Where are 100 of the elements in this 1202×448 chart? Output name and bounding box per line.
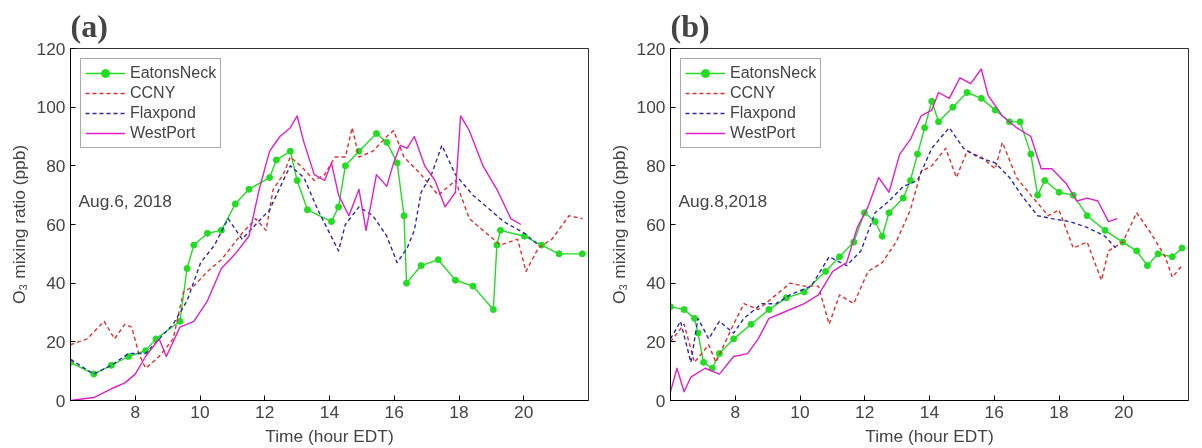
line-series (670, 68, 1118, 393)
point (991, 106, 999, 114)
y-tick-label: 100 (636, 97, 666, 118)
point (1154, 250, 1162, 258)
point (266, 174, 274, 182)
point (1133, 247, 1141, 255)
point (327, 218, 335, 226)
point (203, 229, 211, 237)
legend-label: WestPort (130, 124, 196, 142)
y-tick-label: 80 (46, 155, 66, 176)
legend-label: WestPort (730, 124, 796, 142)
point (949, 103, 957, 111)
point (489, 306, 497, 314)
point (183, 265, 191, 272)
x-tick-label: 12 (255, 401, 275, 422)
point (341, 162, 349, 170)
point (400, 212, 408, 220)
y-tick-label: 120 (636, 38, 666, 59)
point (303, 206, 311, 214)
y-tick-label: 20 (46, 331, 66, 352)
x-axis-title: Time (hour EDT) (865, 425, 994, 446)
point (1168, 253, 1176, 261)
point (1178, 244, 1186, 252)
point (1034, 191, 1042, 199)
y-tick-label: 120 (36, 38, 66, 59)
y-tick-label: 40 (46, 273, 66, 294)
point (383, 138, 391, 146)
annotation: Aug.8,2018 (678, 190, 768, 211)
x-tick-label: 20 (1114, 401, 1134, 422)
x-axis-title: Time (hour EDT) (265, 425, 394, 446)
point (700, 358, 708, 366)
point (765, 306, 773, 314)
chart-title: (a) (70, 7, 108, 44)
point (836, 253, 843, 261)
y-tick-label: 60 (46, 214, 66, 235)
y-axis-title: O₃ mixing ratio (ppb) (8, 144, 29, 305)
point (372, 130, 380, 138)
y-tick-label: 60 (646, 214, 666, 235)
legend-label: CCNY (730, 84, 776, 102)
point (555, 250, 563, 258)
legend-label: EatonsNeck (130, 64, 217, 82)
point (708, 364, 716, 372)
point (1143, 262, 1151, 270)
x-tick-label: 10 (190, 401, 210, 422)
point (335, 203, 343, 211)
point (190, 241, 198, 249)
y-tick-label: 100 (36, 97, 66, 118)
point (1101, 226, 1109, 234)
point (885, 209, 893, 217)
point (417, 262, 425, 270)
x-tick-label: 16 (984, 401, 1004, 422)
point (245, 185, 253, 193)
x-tick-label: 16 (384, 401, 404, 422)
x-tick-label: 8 (730, 401, 741, 422)
point (906, 177, 914, 184)
y-tick-label: 0 (655, 390, 666, 411)
point (730, 335, 738, 343)
y-tick-label: 0 (55, 390, 66, 411)
point (124, 353, 132, 360)
y-tick-label: 40 (646, 273, 666, 294)
point (434, 256, 442, 264)
point (921, 124, 929, 132)
point (451, 276, 459, 284)
legend-label: Flaxpond (130, 104, 196, 122)
point (231, 200, 239, 208)
y-tick-label: 80 (646, 155, 666, 176)
point (286, 147, 294, 155)
point (496, 226, 504, 234)
point (176, 317, 184, 325)
point (578, 250, 586, 258)
x-tick-label: 14 (319, 401, 340, 422)
x-tick-label: 12 (855, 401, 875, 422)
x-tick-label: 8 (130, 401, 141, 422)
legend-label: EatonsNeck (730, 64, 817, 82)
annotation: Aug.6, 2018 (78, 190, 172, 211)
point (393, 159, 401, 167)
point (800, 288, 808, 296)
point (293, 177, 301, 184)
point (878, 232, 886, 240)
point (690, 314, 698, 322)
point (1016, 118, 1024, 126)
chart-title: (b) (670, 7, 710, 44)
point (1041, 177, 1049, 184)
point (928, 97, 936, 105)
point (272, 156, 280, 164)
x-tick-label: 20 (514, 401, 534, 422)
point (963, 89, 971, 96)
point (977, 94, 985, 102)
x-tick-label: 10 (790, 401, 810, 422)
legend-label: Flaxpond (730, 104, 796, 122)
point (935, 118, 943, 126)
point (822, 267, 830, 275)
legend-label: CCNY (130, 84, 176, 102)
y-tick-label: 20 (646, 331, 666, 352)
y-axis-title: O₃ mixing ratio (ppb) (608, 144, 629, 305)
x-tick-label: 14 (919, 401, 940, 422)
point (1055, 188, 1063, 196)
point (1083, 212, 1091, 220)
point (914, 150, 922, 158)
point (1027, 150, 1035, 158)
